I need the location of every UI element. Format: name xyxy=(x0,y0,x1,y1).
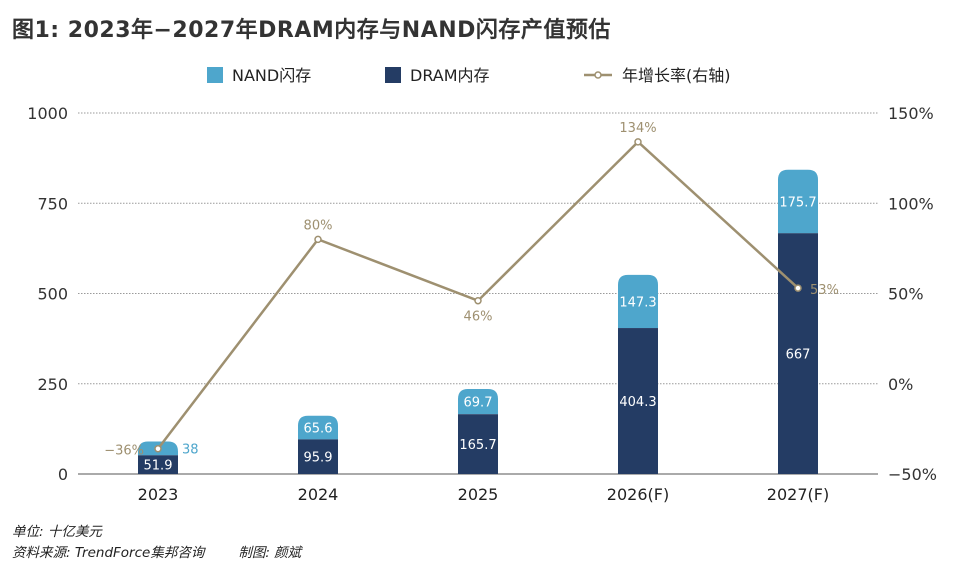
bar-dram xyxy=(458,414,498,474)
bar-dram xyxy=(298,439,338,474)
bar-dram xyxy=(138,455,178,474)
x-axis-ticks: 2023 2024 2025 2026(F) 2027(F) xyxy=(138,485,830,504)
left-tick-label: 1000 xyxy=(27,104,68,123)
bar-nand xyxy=(298,415,338,440)
growth-point xyxy=(634,138,642,146)
bar-nand-label: 69.7 xyxy=(464,396,493,411)
bar-nand-label: 175.7 xyxy=(779,195,816,210)
growth-point-label: −36% xyxy=(104,444,144,459)
right-tick-label: 100% xyxy=(888,194,934,213)
legend: NAND闪存 DRAM内存 年增长率(右轴) xyxy=(207,66,731,85)
made-by-text: 制图: 颜斌 xyxy=(238,545,302,561)
right-tick-label: 50% xyxy=(888,285,924,304)
x-tick-label: 2025 xyxy=(458,485,499,504)
bar-dram-label: 404.3 xyxy=(619,395,656,410)
right-tick-label: 150% xyxy=(888,104,934,123)
bar-dram xyxy=(618,328,658,474)
bar-nand-label: 65.6 xyxy=(304,422,333,437)
growth-point-label: 46% xyxy=(464,310,493,325)
bar-nand-label: 38 xyxy=(182,442,199,457)
bars: 51.9 38 95.9 65.6 165.7 69.7 404.3 147.3 667 175.… xyxy=(138,169,818,474)
bar-dram-label: 165.7 xyxy=(459,438,496,453)
bar-nand-label: 147.3 xyxy=(619,295,656,310)
right-tick-label: −50% xyxy=(888,465,937,484)
bar-dram-label: 51.9 xyxy=(144,459,173,474)
x-tick-label: 2024 xyxy=(298,485,339,504)
x-tick-label: 2023 xyxy=(138,485,179,504)
left-tick-label: 250 xyxy=(37,375,68,394)
source-text: 资料来源: TrendForce集邦咨询 xyxy=(12,545,205,561)
right-tick-label: 0% xyxy=(888,375,913,394)
chart-title: 图1: 2023年−2027年DRAM内存与NAND闪存产值预估 xyxy=(12,18,611,43)
left-axis-ticks: 0 250 500 750 1000 xyxy=(27,104,68,484)
growth-point-label: 53% xyxy=(810,283,839,298)
x-tick-label: 2026(F) xyxy=(607,485,669,504)
growth-point-label: 80% xyxy=(304,218,333,233)
right-axis-ticks: −50% 0% 50% 100% 150% xyxy=(888,104,937,484)
growth-point xyxy=(794,284,802,292)
bar-dram-label: 95.9 xyxy=(304,451,333,466)
growth-point-label: 134% xyxy=(619,121,656,136)
left-tick-label: 500 xyxy=(37,285,68,304)
growth-point xyxy=(474,296,482,305)
legend-label-nand: NAND闪存 xyxy=(232,66,311,85)
growth-line: −36% 80% 46% 134% 53% xyxy=(104,121,839,459)
bar-dram xyxy=(778,233,818,474)
left-tick-label: 750 xyxy=(37,194,68,213)
x-tick-label: 2027(F) xyxy=(767,485,829,504)
legend-label-growth: 年增长率(右轴) xyxy=(622,66,731,85)
bar-dram-label: 667 xyxy=(786,348,811,363)
growth-point xyxy=(154,444,162,453)
left-tick-label: 0 xyxy=(58,465,68,484)
growth-point xyxy=(314,235,322,244)
bar-nand xyxy=(618,274,658,329)
legend-swatch-nand xyxy=(207,67,223,83)
source-note: 资料来源: TrendForce集邦咨询 制图: 颜斌 xyxy=(12,541,301,561)
legend-swatch-dram xyxy=(385,67,401,83)
unit-note: 单位: 十亿美元 xyxy=(12,524,102,540)
bar-nand xyxy=(458,389,498,415)
bar-nand xyxy=(778,169,818,234)
legend-marker-growth xyxy=(594,71,602,79)
grid-lines xyxy=(78,112,878,475)
legend-label-dram: DRAM内存 xyxy=(410,66,490,85)
